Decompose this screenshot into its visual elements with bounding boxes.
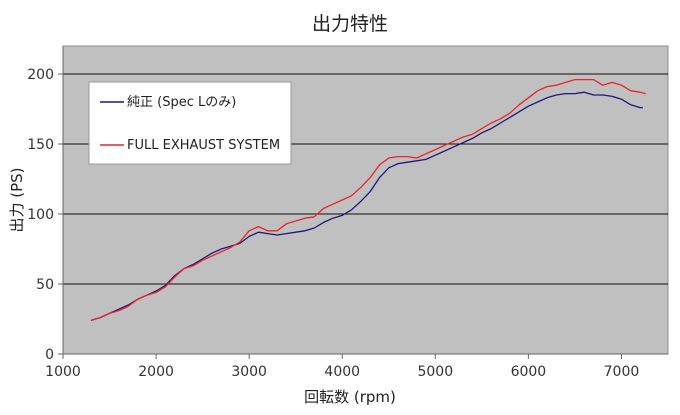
y-tick-label: 100 — [27, 207, 54, 223]
x-tick-label: 3000 — [231, 364, 267, 380]
legend-box — [88, 81, 292, 165]
x-tick-label: 1000 — [45, 364, 81, 380]
y-tick-label: 0 — [45, 347, 54, 363]
x-tick-label: 7000 — [604, 364, 640, 380]
legend: 純正 (Spec Lのみ) FULL EXHAUST SYSTEM — [88, 81, 292, 165]
y-tick-label: 50 — [36, 277, 54, 293]
axes: 0 50 100 150 200 1000 2000 3000 4000 5000 6000 7000 — [27, 46, 668, 380]
series-layer — [90, 78, 646, 322]
y-tick-label: 150 — [27, 137, 54, 153]
y-axis-title: 出力 (PS) — [8, 167, 26, 232]
x-tick-label: 4000 — [324, 364, 360, 380]
x-tick-label: 5000 — [417, 364, 453, 380]
x-tick-label: 2000 — [138, 364, 174, 380]
legend-label-full-exhaust: FULL EXHAUST SYSTEM — [127, 138, 280, 153]
legend-label-stock: 純正 (Spec Lのみ) — [127, 95, 236, 110]
chart-title: 出力特性 — [312, 13, 388, 35]
x-tick-label: 6000 — [511, 364, 547, 380]
x-axis-title: 回転数 (rpm) — [304, 388, 396, 406]
y-tick-label: 200 — [27, 67, 54, 83]
series-line-full-exhaust — [90, 78, 646, 322]
